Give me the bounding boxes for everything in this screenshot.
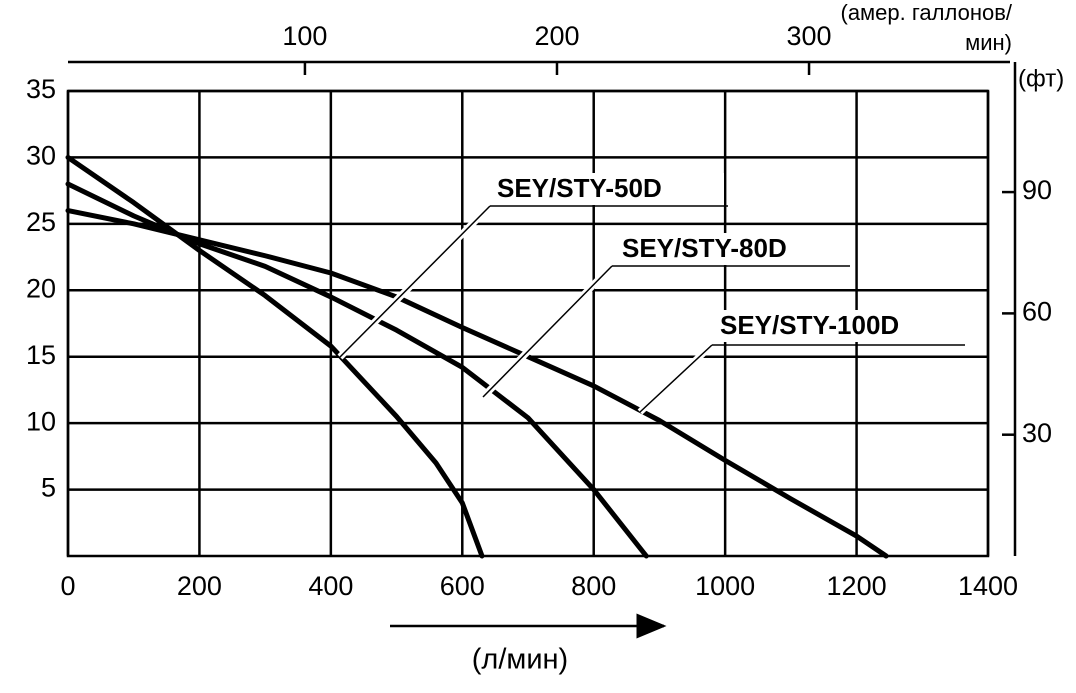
y-tick-label: 35 — [26, 74, 56, 104]
y-tick-label: 20 — [26, 273, 56, 303]
pump-curve — [65, 154, 485, 559]
series-label: SEY/STY-100D — [720, 310, 899, 340]
y2-tick-label: 30 — [1022, 418, 1052, 448]
x-tick-label: 400 — [308, 571, 353, 601]
y2-tick-label: 60 — [1022, 297, 1052, 327]
series-label: SEY/STY-80D — [622, 233, 787, 263]
x2-tick-label: 100 — [282, 21, 327, 51]
x-tick-label: 0 — [60, 571, 75, 601]
x-tick-label: 1400 — [958, 571, 1018, 601]
y-tick-label: 15 — [26, 340, 56, 370]
y-tick-label: 10 — [26, 406, 56, 436]
x-tick-label: 600 — [440, 571, 485, 601]
x-tick-label: 200 — [177, 571, 222, 601]
leader-line — [482, 265, 613, 398]
x2-tick-label: 300 — [787, 21, 832, 51]
leader-line — [339, 205, 491, 358]
pump-curve — [65, 208, 889, 559]
y-tick-label: 25 — [26, 207, 56, 237]
y2-axis-label: (фт) — [1018, 65, 1064, 92]
leader-line — [639, 344, 713, 413]
label-bg — [618, 233, 846, 265]
y-tick-label: 5 — [41, 473, 56, 503]
x2-axis-label: (амер. галлонов/ — [841, 0, 1013, 25]
series-label: SEY/STY-50D — [497, 173, 662, 203]
y2-tick-label: 90 — [1022, 175, 1052, 205]
label-bg — [493, 173, 724, 205]
label-bg — [716, 310, 961, 342]
x-tick-label: 1000 — [695, 571, 755, 601]
x2-tick-label: 200 — [534, 21, 579, 51]
x-tick-label: 1200 — [827, 571, 887, 601]
y-tick-label: 30 — [26, 141, 56, 171]
x-axis-label: (л/мин) — [472, 644, 568, 676]
x-tick-label: 800 — [571, 571, 616, 601]
x2-axis-label: мин) — [965, 30, 1012, 55]
